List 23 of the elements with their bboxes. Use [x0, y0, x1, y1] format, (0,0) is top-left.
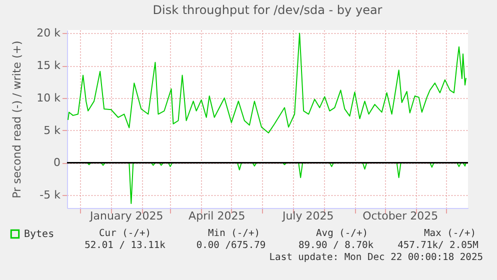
text: Avg (-/+) [316, 228, 368, 239]
text: 89.90 / 8.70k [298, 240, 374, 251]
text: Max (-/+) [424, 228, 476, 239]
y-axis-title: Pr second read (-) / write (+) [10, 40, 24, 198]
chart-title: Disk throughput for /dev/sda - by year [152, 3, 382, 18]
x-tick-label: January 2025 [89, 210, 164, 222]
text: Last update: Mon Dec 22 00:00:18 2025 [269, 252, 483, 263]
x-tick-label: April 2025 [188, 210, 246, 222]
text: Min (-/+) [208, 228, 260, 239]
y-tick-label: -5 k [40, 188, 62, 202]
y-tick-label: 5 k [44, 124, 62, 137]
y-tick-label: 15 k [36, 59, 62, 72]
y-tick-label: 20 k [36, 26, 62, 40]
legend-label: Bytes [24, 229, 54, 240]
text: 52.01 / 13.11k [84, 240, 166, 251]
text: 457.71k/ 2.05M [398, 240, 479, 251]
line-series [68, 32, 466, 134]
x-tick-label: October 2025 [362, 210, 438, 222]
y-tick-label: 10 k [36, 91, 62, 104]
x-tick-label: July 2025 [281, 210, 334, 222]
text: 0.00 /675.79 [196, 240, 266, 251]
text: Cur (-/+) [99, 228, 151, 239]
y-tick-label: 0 [54, 156, 60, 170]
